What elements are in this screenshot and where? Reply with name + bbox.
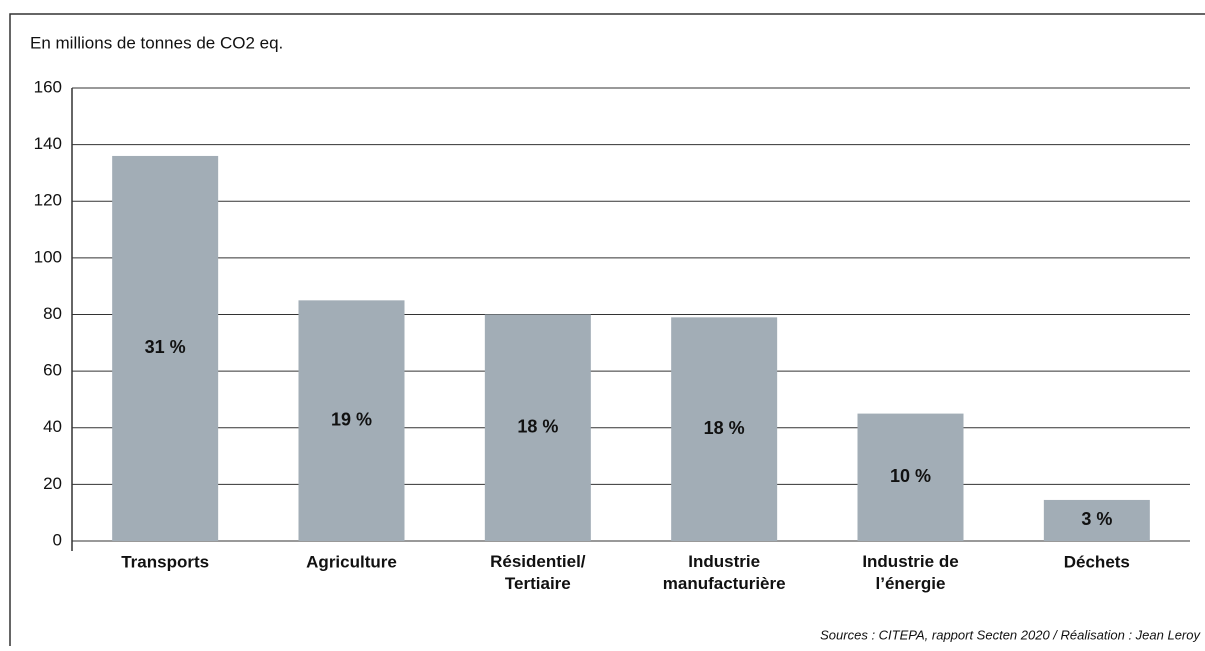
bar xyxy=(298,300,405,541)
x-tick-label: Résidentiel/Tertiaire xyxy=(490,552,586,593)
source: Sources : CITEPA, rapport Secten 2020 / … xyxy=(820,627,1201,642)
x-tick-label: Industrie de l’énergie xyxy=(862,552,958,593)
bar xyxy=(857,413,964,541)
y-tick-label: 120 xyxy=(34,191,62,210)
bar xyxy=(1043,499,1150,541)
x-tick-label: Agriculture xyxy=(306,552,397,571)
frame xyxy=(9,13,1205,646)
bar-share-label: 18 % xyxy=(704,418,745,438)
y-tick-label: 0 xyxy=(53,530,62,549)
bar xyxy=(671,317,778,541)
x-tick-label: Industrie manufacturière xyxy=(663,552,786,593)
x-tick-label: Transports xyxy=(121,552,209,571)
y-tick-label: 140 xyxy=(34,134,62,153)
bar xyxy=(484,314,591,541)
x-tick-label: Déchets xyxy=(1064,552,1130,571)
bar-share-label: 31 % xyxy=(145,337,186,357)
y-tick-label: 80 xyxy=(43,304,62,323)
bar-share-label: 18 % xyxy=(517,417,558,437)
bar xyxy=(112,155,219,541)
y-tick-label: 100 xyxy=(34,247,62,266)
y-tick-label: 20 xyxy=(43,474,62,493)
y-tick-label: 40 xyxy=(43,417,62,436)
y-tick-label: 160 xyxy=(34,77,62,96)
chart-subtitle: En millions de tonnes de CO2 eq. xyxy=(30,33,283,52)
bar-share-label: 3 % xyxy=(1081,509,1112,529)
y-tick-label: 60 xyxy=(43,361,62,380)
bar-share-label: 10 % xyxy=(890,466,931,486)
bar-share-label: 19 % xyxy=(331,409,372,429)
